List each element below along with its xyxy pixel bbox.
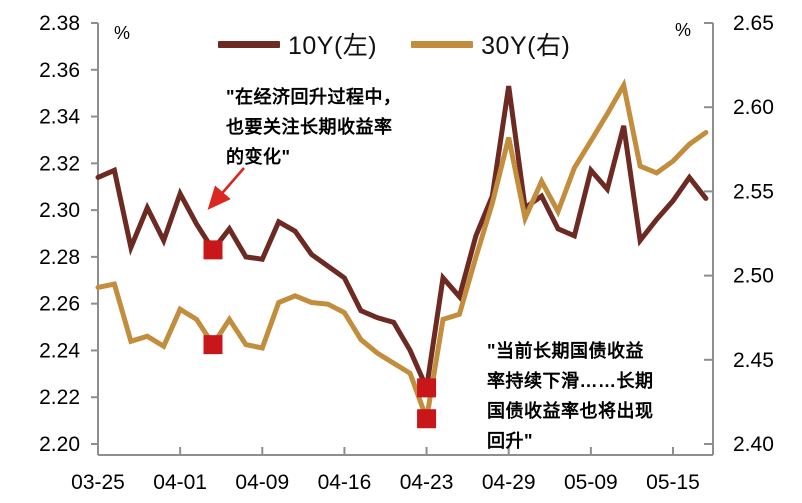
- x-axis-label: 03-25: [71, 471, 125, 494]
- y-axis-left-label: 2.28: [39, 246, 80, 269]
- y-axis-left-label: 2.38: [39, 12, 80, 35]
- legend-label-30y: 30Y(右): [481, 32, 571, 60]
- y-axis-left-label: 2.30: [39, 199, 80, 222]
- left-axis-unit-label: %: [114, 23, 130, 43]
- y-axis-left-label: 2.24: [39, 339, 80, 362]
- event-marker: [203, 240, 223, 260]
- annotation-arrow: [207, 167, 245, 210]
- event-marker: [417, 409, 437, 429]
- x-axis-label: 05-09: [564, 471, 618, 494]
- line-10y-left: [95, 85, 709, 397]
- annotation-pboc-quote-2: "当前长期国债收益 率持续下滑……长期 国债收益率也将出现 回升": [487, 341, 654, 451]
- chart-legend: 10Y(左) 30Y(右): [218, 26, 570, 62]
- y-axis-right-label: 2.55: [733, 180, 774, 203]
- y-axis-left-label: 2.34: [39, 106, 80, 129]
- y-axis-left-label: 2.32: [39, 152, 80, 175]
- right-axis-unit-label: %: [675, 20, 691, 40]
- y-axis-right-label: 2.45: [733, 349, 774, 372]
- legend-label-10y: 10Y(左): [288, 32, 378, 60]
- y-axis-left-label: 2.26: [39, 293, 80, 316]
- annotation-pboc-quote-1: "在经济回升过程中， 也要关注长期收益率 的变化": [226, 87, 402, 167]
- y-axis-right-label: 2.40: [733, 433, 774, 456]
- line-30y-right: [95, 78, 709, 429]
- y-axis-right-label: 2.60: [733, 96, 774, 119]
- y-axis-right-label: 2.65: [733, 12, 774, 35]
- y-axis-right-label: 2.50: [733, 265, 774, 288]
- legend-item-30y: 30Y(右): [411, 26, 570, 62]
- x-axis-label: 04-09: [235, 471, 289, 494]
- x-axis-label: 04-23: [400, 471, 454, 494]
- event-marker: [203, 335, 223, 355]
- y-axis-left-label: 2.22: [39, 386, 80, 409]
- legend-swatch-30y-icon: [411, 40, 474, 48]
- legend-item-10y: 10Y(左): [218, 26, 377, 62]
- x-axis-label: 04-16: [318, 471, 372, 494]
- legend-swatch-10y-icon: [218, 40, 280, 48]
- x-axis-label: 04-29: [482, 471, 536, 494]
- y-axis-left-label: 2.36: [39, 59, 80, 82]
- event-marker: [417, 378, 437, 398]
- x-axis-label: 05-15: [646, 471, 700, 494]
- x-axis-label: 04-01: [153, 471, 207, 494]
- y-axis-left-label: 2.20: [39, 433, 80, 456]
